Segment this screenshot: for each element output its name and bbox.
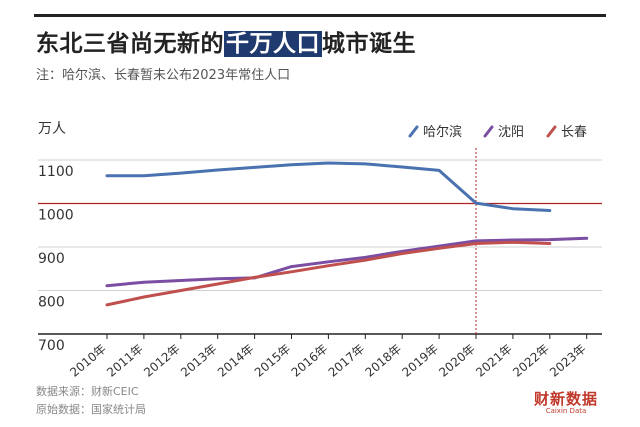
series-line-0: [105, 161, 552, 212]
legend-label-1: 沈阳: [498, 125, 524, 140]
x-tick-label-2: 2012年: [141, 342, 183, 380]
x-tick-label-7: 2017年: [326, 342, 368, 380]
origin-note: 原始数据：国家统计局: [36, 403, 146, 416]
chart-title: 东北三省尚无新的千万人口城市诞生: [36, 24, 416, 58]
x-tick-label-13: 2023年: [547, 342, 589, 380]
y-tick-label-1100: 1100: [38, 164, 74, 180]
x-tick-label-4: 2014年: [215, 342, 257, 380]
x-tick-label-1: 2011年: [104, 342, 146, 380]
series-line-2: [105, 240, 552, 307]
series-line-1: [105, 236, 589, 288]
title-part-2: 城市诞生: [322, 31, 416, 57]
title-highlight: 千万人口: [224, 31, 322, 57]
x-tick-label-6: 2016年: [289, 342, 331, 380]
y-axis-unit-label: 万人: [38, 121, 66, 137]
x-tick-label-11: 2021年: [473, 342, 515, 380]
title-part-1: 东北三省尚无新的: [36, 31, 224, 57]
chart-subtitle: 注：哈尔滨、长春暂未公布2023年常住人口: [36, 68, 291, 83]
legend-label-0: 哈尔滨: [423, 124, 462, 140]
caixin-data-logo: 财新数据 Caixin Data: [534, 388, 598, 415]
legend-label-2: 长春: [561, 125, 587, 140]
x-tick-label-10: 2020年: [436, 342, 478, 380]
source-note: 数据来源：财新CEIC: [36, 385, 139, 398]
legend-swatch-2: [546, 125, 557, 138]
legend-swatch-0: [408, 125, 419, 138]
x-tick-label-12: 2022年: [510, 342, 552, 380]
x-tick-label-9: 2019年: [399, 342, 441, 380]
y-tick-label-800: 800: [38, 295, 65, 311]
y-tick-label-900: 900: [38, 251, 65, 267]
logo-subtext: Caixin Data: [545, 407, 587, 415]
y-tick-label-700: 700: [38, 338, 65, 354]
y-tick-label-1000: 1000: [38, 208, 74, 224]
x-tick-label-0: 2010年: [67, 342, 109, 380]
logo-text: 财新数据: [533, 390, 598, 408]
x-tick-label-8: 2018年: [363, 342, 405, 380]
x-tick-label-5: 2015年: [252, 342, 294, 380]
top-rule: [34, 14, 606, 17]
x-tick-label-3: 2013年: [178, 342, 220, 380]
legend-swatch-1: [483, 125, 494, 138]
